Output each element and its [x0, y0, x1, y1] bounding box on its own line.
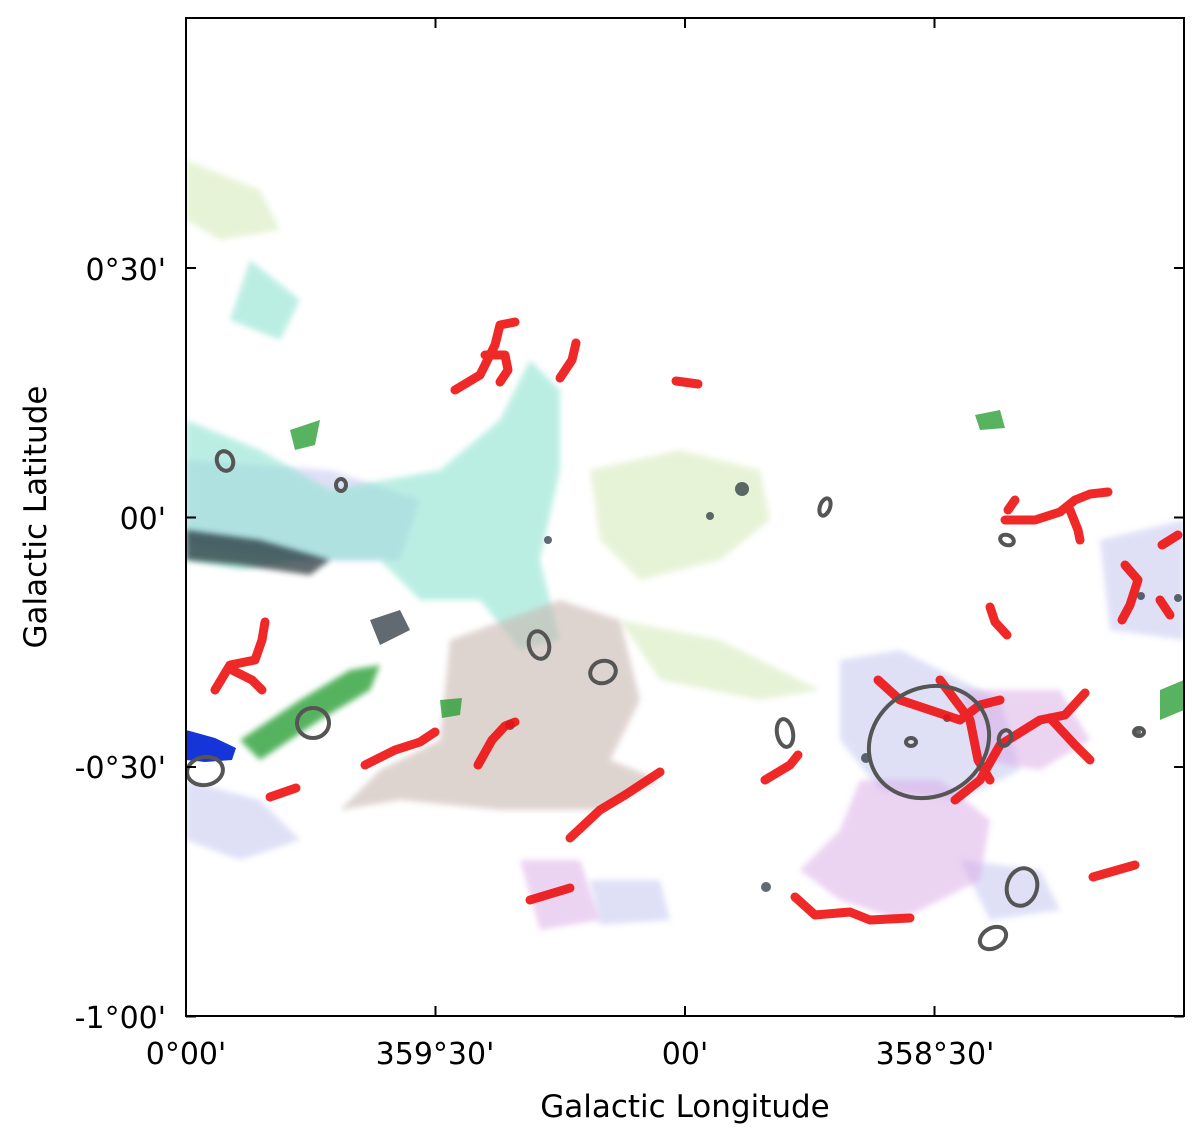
axis-ticks: [185, 18, 1184, 1018]
ellipse-marker: [1004, 866, 1040, 908]
filament: [265, 783, 301, 802]
filament: [671, 376, 703, 389]
filament: [210, 617, 270, 695]
filament: [1157, 530, 1183, 550]
x-tick-label: 00': [662, 1037, 708, 1072]
ellipse-marker: [774, 717, 796, 749]
ellipse-marker: [866, 683, 992, 801]
ellipse-marker: [998, 532, 1016, 548]
lightgreen-emission: [186, 160, 820, 700]
filament: [1000, 487, 1113, 525]
ellipse-marker: [588, 658, 618, 686]
x-tick-label: 358°30': [876, 1037, 995, 1072]
filament: [1045, 713, 1095, 765]
filament: [555, 338, 581, 383]
filament: [950, 688, 1090, 805]
filament: [760, 750, 803, 785]
ellipses: [186, 449, 1146, 952]
y-tick-label: -1°00': [75, 1001, 166, 1036]
ellipse-marker: [186, 754, 225, 788]
ellipse-marker: [904, 736, 918, 748]
filament: [450, 317, 520, 395]
ellipse-marker: [996, 728, 1014, 748]
tan-emission: [340, 600, 660, 810]
filament: [1155, 595, 1175, 620]
ellipse-marker: [295, 706, 331, 740]
filament: [360, 727, 440, 770]
filaments: [210, 317, 1183, 925]
filament: [1003, 495, 1020, 515]
dark-cores: [186, 482, 1182, 892]
filament: [790, 892, 915, 925]
y-tick-label: 00': [120, 502, 166, 537]
filament: [525, 883, 575, 905]
y-tick-label: 0°30': [85, 253, 166, 288]
x-tick-label: 0°00': [146, 1037, 227, 1072]
x-tick-label: 359°30': [376, 1037, 495, 1072]
filament: [227, 665, 267, 695]
filament: [473, 717, 520, 770]
x-axis-label: Galactic Longitude: [540, 1089, 830, 1125]
emission-image: [186, 160, 1184, 930]
y-tick-labels: 0°30' 00' -0°30' -1°00': [75, 253, 166, 1036]
filament: [480, 350, 513, 387]
filament: [1065, 505, 1085, 545]
ellipse-marker: [526, 629, 552, 661]
filament: [565, 767, 665, 843]
cyan-emission: [186, 260, 560, 650]
ellipse-marker: [214, 449, 236, 473]
y-tick-label: -0°30': [75, 751, 166, 786]
green-emission: [240, 410, 1184, 760]
ellipse-marker: [977, 924, 1009, 952]
y-axis-label: Galactic Latitude: [18, 386, 54, 649]
ellipse-marker: [817, 496, 833, 518]
ellipse-marker: [1132, 726, 1146, 738]
blue-emission: [186, 730, 236, 762]
x-tick-labels: 0°00' 359°30' 00' 358°30': [146, 1037, 995, 1072]
ellipse-marker: [334, 477, 348, 493]
filament: [985, 602, 1012, 640]
filament: [1088, 860, 1140, 882]
filament: [1117, 560, 1143, 625]
